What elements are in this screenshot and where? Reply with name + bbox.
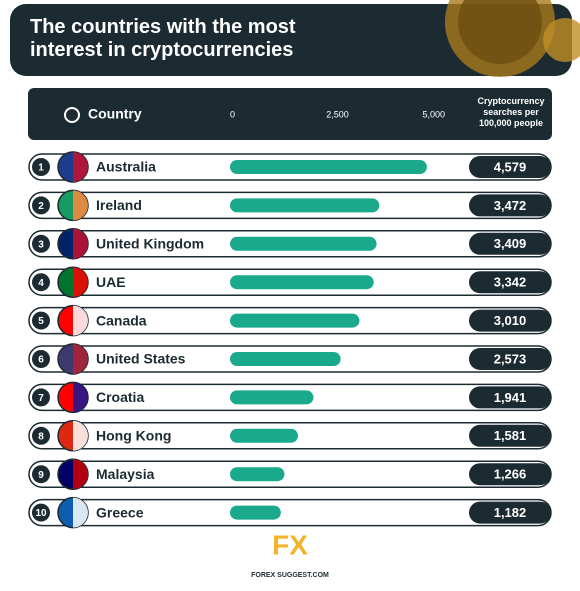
value-pill bbox=[469, 348, 551, 370]
value-label: 3,472 bbox=[494, 198, 527, 213]
category-label: Croatia bbox=[96, 389, 144, 405]
rank-badge bbox=[32, 158, 50, 176]
rank-badge bbox=[32, 311, 50, 330]
rank-badge bbox=[32, 426, 50, 445]
flag-detail bbox=[73, 267, 88, 298]
value-pill bbox=[469, 232, 551, 255]
value-label: 4,579 bbox=[494, 159, 527, 174]
rank-badge bbox=[32, 503, 50, 522]
value-label: 3,342 bbox=[494, 275, 527, 290]
value-header: Cryptocurrency searches per 100,000 peop… bbox=[477, 96, 545, 128]
value-pill bbox=[469, 424, 551, 447]
rank-badge bbox=[32, 350, 50, 368]
rank: 1 bbox=[38, 163, 44, 174]
category-label: United States bbox=[96, 351, 186, 367]
value-label: 3,409 bbox=[494, 236, 527, 251]
bar bbox=[230, 236, 377, 251]
rank: 3 bbox=[38, 239, 44, 250]
rank: 6 bbox=[38, 355, 44, 366]
category-label: Greece bbox=[96, 504, 144, 520]
rank-badge bbox=[32, 234, 50, 253]
category-label: Hong Kong bbox=[96, 428, 171, 444]
rank: 5 bbox=[38, 316, 44, 327]
flag-detail bbox=[73, 497, 88, 528]
bar bbox=[230, 467, 285, 482]
category-label: Australia bbox=[96, 159, 156, 175]
flag-detail bbox=[73, 382, 88, 413]
flag-detail bbox=[73, 152, 88, 182]
bar bbox=[230, 428, 298, 443]
flag-detail bbox=[73, 305, 88, 336]
value-label: 3,010 bbox=[494, 313, 527, 328]
value-label: 1,941 bbox=[494, 390, 527, 405]
value-label: 1,182 bbox=[494, 505, 527, 520]
value-label: 2,573 bbox=[494, 351, 527, 366]
rank: 2 bbox=[38, 201, 44, 212]
rank: 9 bbox=[38, 470, 44, 481]
rank-badge bbox=[32, 465, 50, 484]
header-background bbox=[10, 4, 572, 76]
logo-text: FOREX SUGGEST.COM bbox=[251, 572, 329, 579]
value-pill bbox=[469, 194, 551, 217]
value-pill bbox=[469, 386, 551, 409]
value-pill bbox=[469, 501, 551, 524]
x-tick-label: 5,000 bbox=[422, 109, 445, 119]
x-tick-label: 2,500 bbox=[326, 109, 349, 119]
category-label: Canada bbox=[96, 312, 147, 328]
flag-detail bbox=[73, 459, 88, 490]
column-header bbox=[28, 88, 552, 140]
category-label: Ireland bbox=[96, 197, 142, 213]
logo-mark: FX bbox=[272, 529, 308, 560]
rank-badge bbox=[32, 273, 50, 292]
flag-detail bbox=[73, 420, 88, 451]
category-label: Malaysia bbox=[96, 466, 155, 482]
value-label: 1,581 bbox=[494, 428, 527, 443]
flag-detail bbox=[73, 190, 88, 221]
rank: 7 bbox=[38, 393, 44, 404]
flag-detail bbox=[73, 228, 88, 259]
rank: 10 bbox=[35, 508, 47, 519]
x-tick-label: 0 bbox=[230, 109, 235, 119]
category-label: United Kingdom bbox=[96, 236, 204, 252]
coin-decoration bbox=[458, 0, 542, 64]
bar bbox=[230, 352, 341, 366]
value-pill bbox=[469, 463, 551, 486]
value-pill bbox=[469, 271, 551, 294]
bar bbox=[230, 505, 281, 520]
bar bbox=[230, 390, 314, 405]
value-pill bbox=[469, 309, 551, 332]
value-pill bbox=[469, 156, 551, 178]
globe-icon bbox=[64, 107, 80, 123]
rank-badge bbox=[32, 388, 50, 407]
chart-title: The countries with the most interest in … bbox=[30, 16, 296, 61]
bar bbox=[230, 275, 374, 290]
rank: 8 bbox=[38, 431, 44, 442]
flag-detail bbox=[73, 344, 88, 374]
rank-badge bbox=[32, 196, 50, 215]
coin-decoration bbox=[543, 18, 580, 62]
bar bbox=[230, 160, 427, 174]
bar bbox=[230, 313, 360, 328]
value-label: 1,266 bbox=[494, 467, 527, 482]
rank: 4 bbox=[38, 278, 44, 289]
bar bbox=[230, 198, 380, 213]
category-label: UAE bbox=[96, 274, 126, 290]
category-header: Country bbox=[88, 106, 142, 122]
